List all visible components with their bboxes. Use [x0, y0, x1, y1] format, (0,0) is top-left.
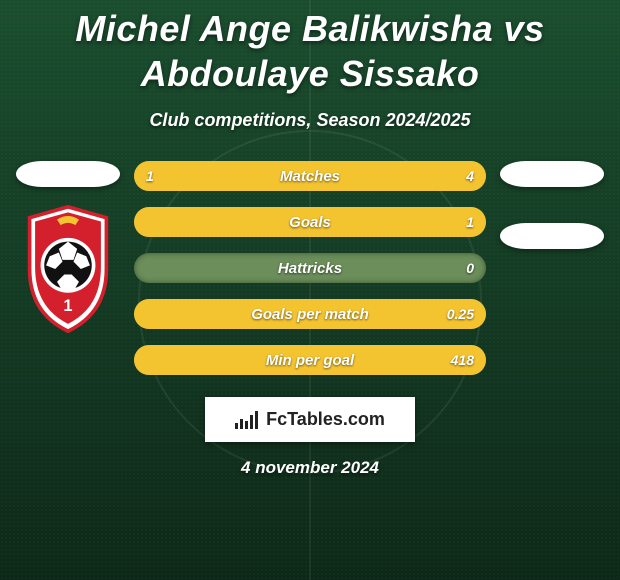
stat-label: Goals — [134, 207, 486, 237]
comparison-body: 1 Matches14Goals1Hattricks0Goals per mat… — [0, 161, 620, 375]
stat-value-right: 0.25 — [447, 299, 474, 329]
stat-value-right: 418 — [451, 345, 474, 375]
brand-text: FcTables.com — [266, 409, 385, 430]
stat-row: Goals per match0.25 — [134, 299, 486, 329]
svg-text:1: 1 — [63, 297, 72, 315]
stat-row: Hattricks0 — [134, 253, 486, 283]
stat-row: Min per goal418 — [134, 345, 486, 375]
right-player-side — [492, 161, 612, 249]
stat-bars: Matches14Goals1Hattricks0Goals per match… — [128, 161, 492, 375]
stat-label: Min per goal — [134, 345, 486, 375]
right-country-flag — [500, 161, 604, 187]
left-country-flag — [16, 161, 120, 187]
stat-value-right: 4 — [466, 161, 474, 191]
stat-value-left: 1 — [146, 161, 154, 191]
chart-icon — [235, 411, 258, 429]
stat-value-right: 0 — [466, 253, 474, 283]
stat-label: Matches — [134, 161, 486, 191]
left-player-side: 1 — [8, 161, 128, 333]
stat-value-right: 1 — [466, 207, 474, 237]
stat-label: Hattricks — [134, 253, 486, 283]
brand-badge: FcTables.com — [205, 397, 415, 442]
stat-row: Matches1 4 — [134, 161, 486, 191]
stat-label: Goals per match — [134, 299, 486, 329]
comparison-title: Michel Ange Balikwisha vs Abdoulaye Siss… — [0, 6, 620, 96]
footer-date: 4 november 2024 — [241, 458, 379, 478]
comparison-subtitle: Club competitions, Season 2024/2025 — [149, 110, 470, 131]
right-club-placeholder — [500, 223, 604, 249]
stat-row: Goals1 — [134, 207, 486, 237]
left-club-logo: 1 — [22, 205, 114, 333]
